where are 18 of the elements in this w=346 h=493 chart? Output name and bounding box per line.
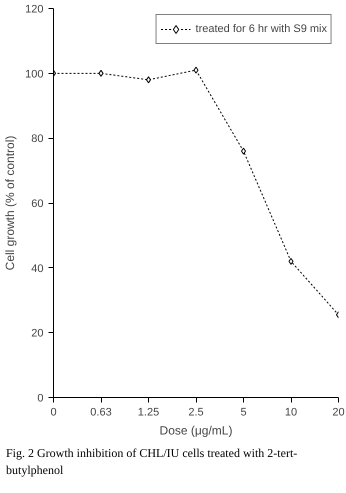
y-tick-label: 40 xyxy=(31,262,44,275)
y-tick-label: 80 xyxy=(31,133,44,146)
x-tick-label: 1.25 xyxy=(138,406,160,418)
legend-label: treated for 6 hr with S9 mix xyxy=(196,23,327,35)
x-tick-label: 20 xyxy=(332,406,345,418)
y-tick-label: 100 xyxy=(25,68,44,80)
x-tick-label: 0.63 xyxy=(90,406,112,418)
y-tick-label: 120 xyxy=(25,4,44,16)
y-tick-label: 0 xyxy=(37,392,44,404)
x-tick-label: 10 xyxy=(284,406,298,418)
y-tick-label: 20 xyxy=(31,328,44,340)
caption: Fig. 2 Growth inhibition of CHL/IU cells treated with 2-tert-butylphenol xyxy=(6,445,298,480)
y-tick-label: 60 xyxy=(31,198,44,210)
x-axis-title: Dose (μg/mL) xyxy=(160,424,232,438)
x-tick-label: 2.5 xyxy=(188,406,204,418)
x-tick-label: 5 xyxy=(240,406,247,418)
x-tick-label: 0 xyxy=(50,406,57,418)
y-axis-title: Cell growth (% of control) xyxy=(3,136,18,270)
